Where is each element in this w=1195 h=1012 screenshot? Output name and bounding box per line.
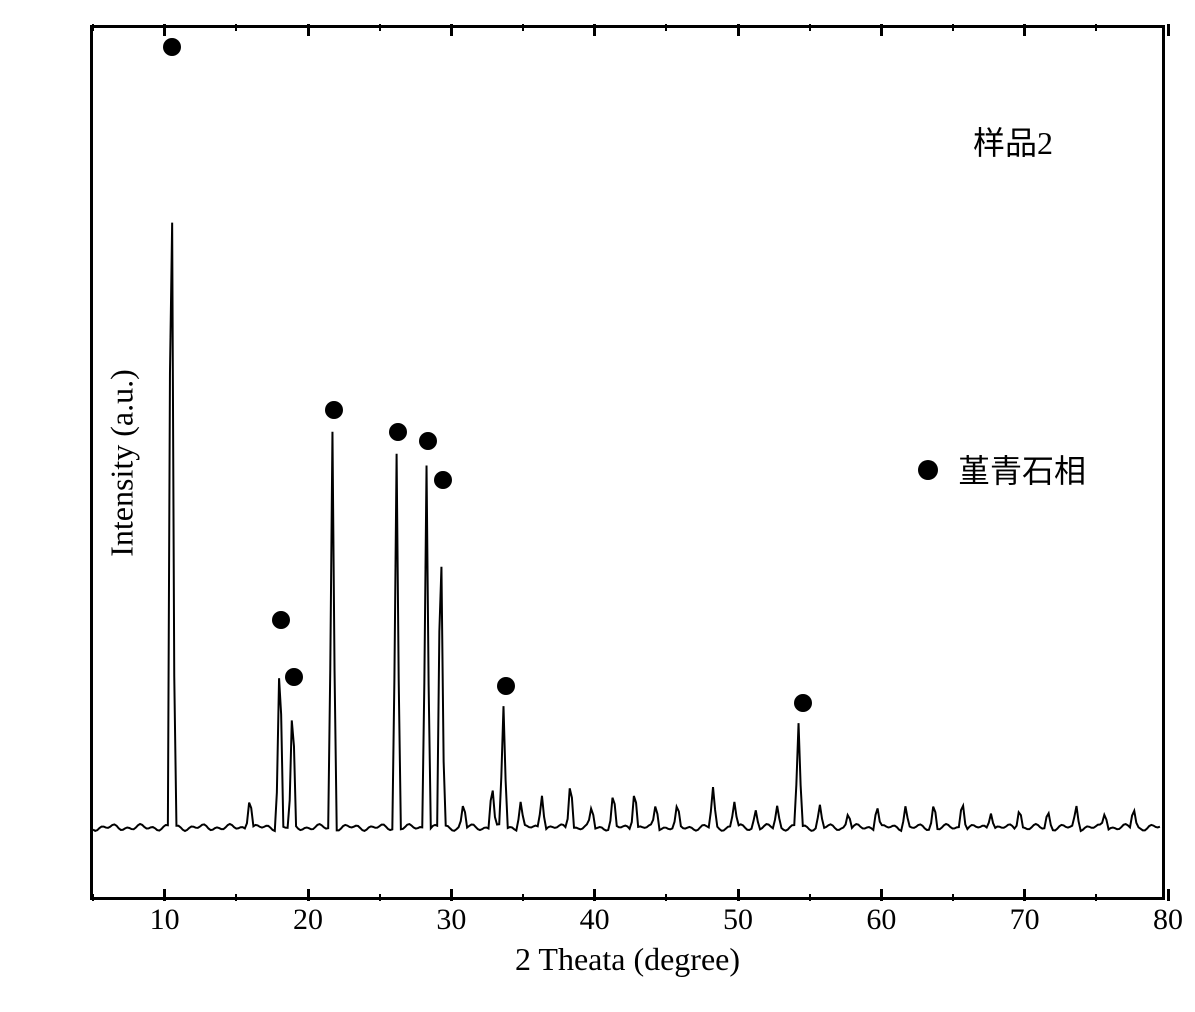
x-axis-label: 2 Theata (degree) xyxy=(515,941,740,978)
x-tick-label: 70 xyxy=(1010,903,1040,937)
x-tick-major-top xyxy=(163,24,166,36)
peak-marker xyxy=(272,611,290,629)
x-tick-minor xyxy=(1095,894,1097,901)
x-tick-minor xyxy=(809,894,811,901)
legend-marker xyxy=(918,460,938,480)
x-tick-major-top xyxy=(880,24,883,36)
x-tick-minor xyxy=(665,894,667,901)
x-tick-minor-top xyxy=(665,24,667,31)
x-tick-minor xyxy=(379,894,381,901)
x-tick-major-top xyxy=(737,24,740,36)
x-tick-label: 30 xyxy=(436,903,466,937)
x-tick-major xyxy=(1023,889,1026,901)
x-tick-major-top xyxy=(1023,24,1026,36)
x-tick-label: 60 xyxy=(866,903,896,937)
peak-marker xyxy=(325,401,343,419)
x-tick-minor xyxy=(522,894,524,901)
x-tick-major-top xyxy=(1167,24,1170,36)
x-tick-label: 80 xyxy=(1153,903,1183,937)
x-tick-major-top xyxy=(307,24,310,36)
x-tick-major xyxy=(880,889,883,901)
x-tick-minor xyxy=(235,894,237,901)
peak-marker xyxy=(163,38,181,56)
peak-marker xyxy=(419,432,437,450)
x-tick-major xyxy=(593,889,596,901)
peak-marker xyxy=(434,471,452,489)
x-tick-major-top xyxy=(593,24,596,36)
xrd-chart: 1020304050607080 样品2 堇青石相 Intensity (a.u… xyxy=(90,25,1165,900)
x-tick-minor-top xyxy=(379,24,381,31)
x-tick-major xyxy=(163,889,166,901)
x-tick-major xyxy=(1167,889,1170,901)
x-tick-label: 20 xyxy=(293,903,323,937)
x-tick-minor-top xyxy=(92,24,94,31)
x-tick-major xyxy=(307,889,310,901)
peak-marker xyxy=(794,694,812,712)
x-tick-label: 50 xyxy=(723,903,753,937)
x-tick-major xyxy=(737,889,740,901)
sample-annotation: 样品2 xyxy=(973,118,1053,164)
x-tick-minor-top xyxy=(522,24,524,31)
peak-marker xyxy=(285,668,303,686)
x-tick-minor-top xyxy=(1095,24,1097,31)
x-tick-minor-top xyxy=(235,24,237,31)
x-tick-minor xyxy=(92,894,94,901)
plot-area: 1020304050607080 样品2 堇青石相 xyxy=(90,25,1165,900)
x-tick-label: 10 xyxy=(150,903,180,937)
x-tick-label: 40 xyxy=(580,903,610,937)
y-axis-label: Intensity (a.u.) xyxy=(103,369,140,557)
peak-marker xyxy=(389,423,407,441)
peak-marker xyxy=(497,677,515,695)
legend-label: 堇青石相 xyxy=(958,446,1086,492)
x-tick-major-top xyxy=(450,24,453,36)
x-tick-minor xyxy=(952,894,954,901)
x-tick-minor-top xyxy=(952,24,954,31)
x-tick-minor-top xyxy=(809,24,811,31)
x-tick-major xyxy=(450,889,453,901)
